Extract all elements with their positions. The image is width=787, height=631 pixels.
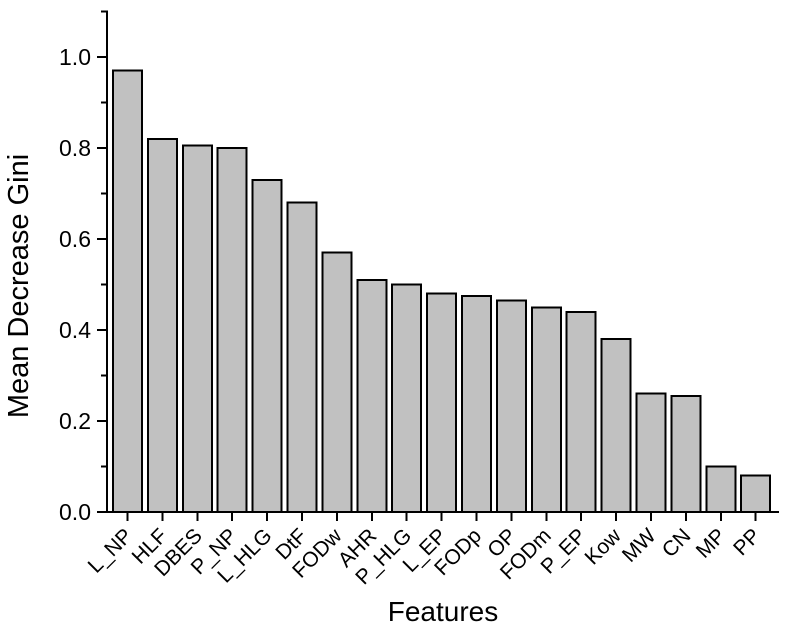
- y-tick-label-1.0: 1.0: [59, 44, 91, 70]
- bar-FODm: [530, 306, 562, 514]
- bar-CN: [670, 395, 702, 513]
- bar-FODw: [321, 251, 353, 513]
- bar-MP: [705, 465, 737, 513]
- x-category-label-PP: PP: [729, 524, 765, 560]
- bar-OP: [495, 299, 527, 513]
- x-category-label-MW: MW: [618, 524, 661, 567]
- bar-PP: [740, 474, 772, 514]
- x-category-label-CN: CN: [658, 524, 696, 562]
- bar-FODp: [461, 294, 492, 513]
- y-axis-title: Mean Decrease Gini: [3, 153, 35, 419]
- bar-L_EP: [426, 292, 458, 513]
- bar-L_NP: [112, 69, 143, 513]
- y-tick-label-0.2: 0.2: [59, 408, 91, 434]
- bar-DtF: [286, 201, 318, 513]
- bar-HLF: [146, 137, 178, 513]
- x-axis-title: Features: [387, 596, 499, 627]
- bar-AHR: [356, 278, 388, 513]
- bar-MW: [635, 392, 667, 514]
- bar-P_HLG: [391, 283, 423, 513]
- bar-P_NP: [216, 147, 248, 513]
- x-category-label-Kow: Kow: [580, 524, 626, 570]
- bar-P_EP: [565, 310, 597, 513]
- y-tick-label-0.0: 0.0: [59, 499, 91, 525]
- y-tick-label-0.4: 0.4: [59, 317, 91, 343]
- bar-DBES: [181, 144, 213, 513]
- y-tick-label-0.6: 0.6: [59, 226, 91, 252]
- x-category-label-MP: MP: [692, 524, 731, 563]
- y-tick-label-0.8: 0.8: [59, 135, 91, 161]
- bar-Kow: [600, 338, 632, 513]
- bar-L_HLG: [251, 178, 283, 513]
